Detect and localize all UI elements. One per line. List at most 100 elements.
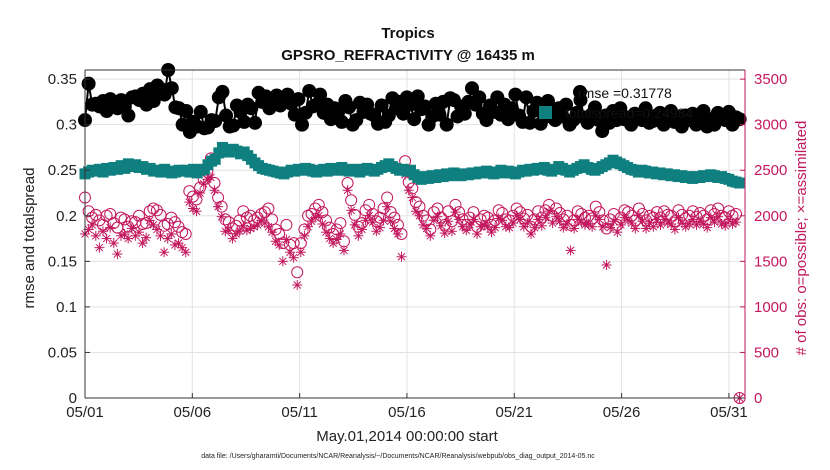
rmse-series (78, 63, 747, 139)
totalspread-series (79, 141, 746, 189)
assimilated-point (626, 218, 637, 229)
plot-area (78, 63, 747, 404)
asterisk-stroke (135, 228, 143, 237)
asterisk-stroke (192, 207, 201, 216)
assimilated-point (87, 219, 98, 230)
asterisk-stroke (455, 215, 463, 224)
possible-point (258, 206, 271, 219)
rmse-point (247, 115, 262, 130)
asterisk-stroke (257, 216, 266, 225)
legend-rmse-marker (573, 85, 587, 99)
assimilated-point (475, 221, 486, 232)
asterisk-stroke (649, 222, 658, 231)
assimilated-point (472, 229, 483, 239)
asterisk-stroke (548, 219, 557, 227)
possible-point (269, 223, 282, 236)
possible-point (287, 237, 300, 250)
assimilated-point (702, 222, 713, 233)
asterisk-stroke (88, 221, 97, 229)
asterisk-stroke (189, 204, 197, 213)
asterisk-stroke (185, 198, 194, 206)
assimilated-point (364, 210, 375, 221)
assimilated-point (669, 224, 680, 235)
assimilated-point (274, 239, 285, 250)
legend-spread-marker (539, 106, 552, 119)
legend: rmse =0.31778 totalspread=0.24984 (539, 85, 693, 121)
possible-point (388, 211, 401, 224)
assimilated-point (180, 247, 191, 258)
asterisk-stroke (440, 229, 449, 237)
asterisk-stroke (196, 189, 204, 197)
asterisk-stroke (376, 223, 384, 232)
assimilated-point (191, 206, 202, 217)
asterisk-stroke (631, 224, 640, 233)
y-tick-label-right: 2000 (754, 208, 787, 225)
assimilated-point (123, 233, 134, 244)
asterisk-stroke (523, 219, 532, 227)
assimilated-point (536, 220, 547, 231)
asterisk-stroke (717, 220, 726, 228)
asterisk-stroke (642, 224, 650, 233)
assimilated-point (263, 221, 274, 232)
assimilated-point (303, 221, 314, 232)
rmse-point (439, 117, 454, 132)
assimilated-point (195, 188, 206, 198)
possible-point (280, 218, 293, 231)
possible-point (319, 214, 332, 227)
rmse-point (146, 93, 161, 108)
x-tick-label: 05/21 (495, 404, 533, 421)
assimilated-point (461, 225, 472, 236)
y-tick-label-right: 3500 (754, 71, 787, 88)
assimilated-point (454, 214, 465, 225)
x-tick-label: 05/16 (388, 404, 426, 421)
asterisk-stroke (483, 222, 492, 231)
asterisk-stroke (163, 234, 172, 243)
assimilated-point (335, 229, 346, 239)
assimilated-point (597, 221, 608, 232)
assimilated-point (432, 211, 443, 222)
assimilated-point (713, 211, 724, 222)
asterisk-stroke (253, 221, 262, 229)
assimilated-point (285, 247, 296, 258)
assimilated-point (666, 218, 677, 229)
assimilated-point (587, 221, 598, 232)
asterisk-stroke (311, 213, 320, 222)
assimilated-point (615, 219, 626, 230)
possible-point (179, 228, 192, 240)
asterisk-stroke (703, 223, 712, 232)
assimilated-point (112, 249, 123, 260)
assimilated-point (561, 218, 572, 229)
asterisk-stroke (732, 218, 740, 227)
asterisk-stroke (178, 243, 186, 252)
x-tick-label: 05/01 (66, 404, 104, 421)
asterisk-stroke (91, 231, 100, 240)
y-tick-label-left: 0 (69, 390, 77, 407)
asterisk-stroke (545, 207, 553, 216)
assimilated-point (508, 218, 519, 229)
assimilated-point (594, 214, 605, 225)
legend-spread-label: totalspread=0.24984 (565, 105, 693, 121)
asterisk-stroke (491, 223, 499, 232)
asterisk-stroke (171, 241, 179, 249)
asterisk-stroke (322, 228, 330, 237)
possible-point (219, 213, 232, 226)
rmse-point (237, 114, 252, 129)
asterisk-stroke (433, 212, 442, 221)
assimilated-point (565, 245, 576, 256)
asterisk-stroke (563, 220, 571, 228)
asterisk-stroke (102, 234, 111, 243)
rmse-point (208, 114, 223, 129)
asterisk-stroke (466, 221, 474, 229)
asterisk-stroke (142, 233, 151, 242)
possible-point (168, 216, 181, 229)
rmse-point (472, 90, 487, 105)
assimilated-point (709, 217, 720, 228)
assimilated-point (382, 201, 393, 212)
asterisk-stroke (153, 225, 161, 234)
assimilated-point (342, 185, 353, 196)
asterisk-stroke (458, 222, 467, 231)
asterisk-stroke (537, 221, 546, 230)
assimilated-point (482, 221, 493, 232)
asterisk-stroke (606, 223, 614, 232)
